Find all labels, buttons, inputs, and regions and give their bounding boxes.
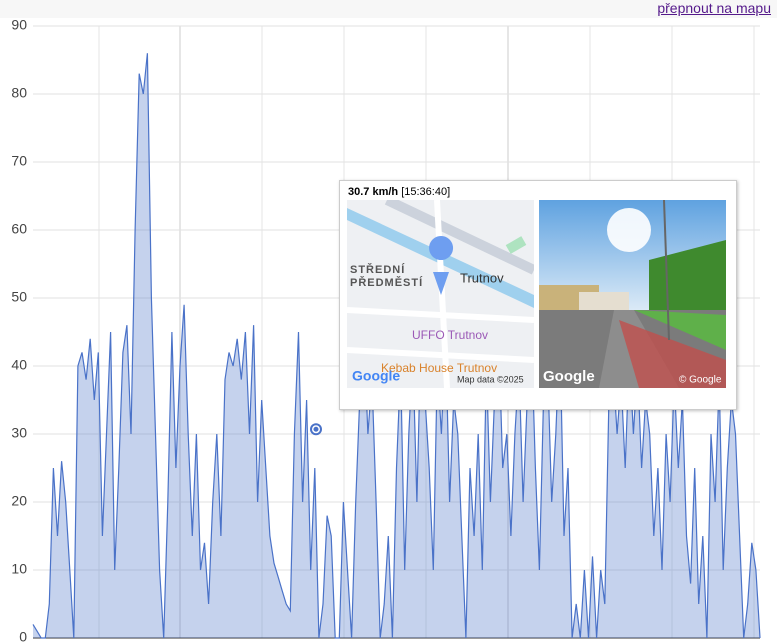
switch-to-map-link[interactable]: přepnout na mapu xyxy=(657,0,771,16)
y-tick-label: 30 xyxy=(11,425,27,441)
area-fill xyxy=(33,53,760,638)
map-label: PŘEDMĚSTÍ xyxy=(350,276,423,289)
street-copyright: © Google xyxy=(679,375,722,386)
y-tick-label: 20 xyxy=(11,493,27,509)
y-tick-label: 70 xyxy=(11,153,27,169)
map-label: Map data ©2025 xyxy=(457,374,524,384)
header-bar xyxy=(0,0,777,18)
street-logo: Google xyxy=(543,368,595,385)
y-tick-label: 60 xyxy=(11,221,27,237)
hover-point-core xyxy=(313,426,319,432)
y-tick-label: 0 xyxy=(19,629,27,643)
map-label: UFFO Trutnov xyxy=(412,328,488,342)
map-label: STŘEDNÍ xyxy=(350,263,405,276)
y-tick-label: 10 xyxy=(11,561,27,577)
tooltip-time: [15:36:40] xyxy=(401,186,451,198)
map-logo: Google xyxy=(352,368,400,384)
street-view-thumbnail[interactable]: Google © Google xyxy=(539,200,726,388)
y-tick-label: 90 xyxy=(11,17,27,33)
y-tick-label: 50 xyxy=(11,289,27,305)
tooltip: 30.7 km/h [15:36:40] STŘEDNÍ PŘEDMĚSTÍ T… xyxy=(339,180,737,410)
tooltip-speed: 30.7 km/h xyxy=(348,186,399,198)
map-label: Trutnov xyxy=(460,270,504,285)
y-tick-label: 40 xyxy=(11,357,27,373)
map-label: Kebab House Trutnov xyxy=(381,361,497,375)
tooltip-header: 30.7 km/h [15:36:40] xyxy=(348,186,450,198)
y-tick-label: 80 xyxy=(11,85,27,101)
map-thumbnail[interactable]: STŘEDNÍ PŘEDMĚSTÍ Trutnov UFFO Trutnov K… xyxy=(347,200,534,388)
